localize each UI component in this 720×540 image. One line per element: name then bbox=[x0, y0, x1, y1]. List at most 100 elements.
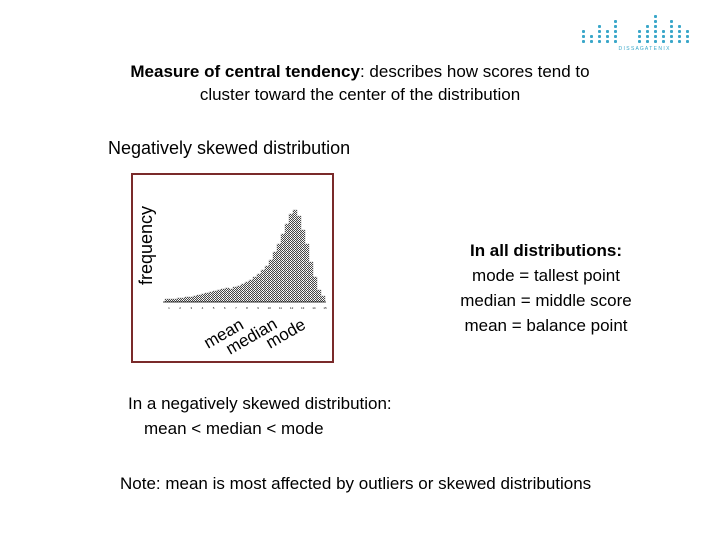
logo-dot bbox=[614, 35, 617, 38]
histogram-bar bbox=[196, 294, 202, 303]
logo-dot bbox=[654, 25, 657, 28]
title-rest: : describes how scores tend to bbox=[359, 62, 590, 81]
logo-dot bbox=[654, 35, 657, 38]
tick-label: 9 bbox=[257, 306, 259, 310]
histogram-bar bbox=[272, 251, 278, 303]
histogram-bar bbox=[304, 243, 310, 303]
logo-dot bbox=[598, 30, 601, 33]
histogram-bar bbox=[296, 215, 302, 303]
histogram-bar bbox=[220, 288, 226, 303]
histogram-bar bbox=[264, 265, 270, 303]
logo-dot bbox=[646, 30, 649, 33]
logo-dot bbox=[582, 30, 585, 33]
tick-label: 2 bbox=[179, 306, 181, 310]
tick-label: 5 bbox=[213, 306, 215, 310]
logo-dot bbox=[670, 35, 673, 38]
histogram-bar bbox=[300, 229, 306, 303]
histogram-bar bbox=[252, 276, 258, 303]
logo-dot bbox=[678, 40, 681, 43]
histogram-bar bbox=[284, 223, 290, 303]
tick-label: 10 bbox=[268, 306, 272, 310]
logo-dot bbox=[638, 30, 641, 33]
logo-dot bbox=[638, 40, 641, 43]
logo-dot bbox=[590, 35, 593, 38]
tick-label: 12 bbox=[290, 306, 294, 310]
logo-dot bbox=[606, 30, 609, 33]
histogram-bar bbox=[276, 243, 282, 303]
mode-definition: mode = tallest point bbox=[472, 266, 620, 285]
logo-dot bbox=[598, 25, 601, 28]
logo-dot bbox=[646, 25, 649, 28]
median-definition: median = middle score bbox=[460, 291, 632, 310]
tick-label: 6 bbox=[224, 306, 226, 310]
logo-dot bbox=[646, 40, 649, 43]
title-line2: cluster toward the center of the distrib… bbox=[199, 85, 521, 104]
logo-dot bbox=[582, 35, 585, 38]
logo-dot bbox=[678, 30, 681, 33]
all-distributions-box: In all distributions: mode = tallest poi… bbox=[430, 238, 662, 338]
histogram-bar bbox=[164, 298, 170, 303]
histogram-bar bbox=[240, 283, 246, 303]
note-text: Note: mean is most affected by outliers … bbox=[120, 474, 592, 493]
slide-title: Measure of central tendency: describes h… bbox=[60, 60, 660, 106]
tick-label: 8 bbox=[246, 306, 248, 310]
tick-label: 13 bbox=[301, 306, 305, 310]
histogram-bar bbox=[176, 297, 182, 303]
distribution-subtitle: Negatively skewed distribution bbox=[108, 138, 351, 158]
histogram-bar bbox=[260, 269, 266, 303]
histogram-bar bbox=[288, 213, 294, 303]
logo-dot bbox=[614, 30, 617, 33]
title-bold: Measure of central tendency bbox=[130, 62, 360, 81]
logo-dot bbox=[614, 40, 617, 43]
logo-text: D I S S A G A T E N I X bbox=[619, 46, 671, 52]
histogram-bar bbox=[212, 290, 218, 303]
histogram-bar bbox=[192, 295, 198, 303]
logo-dot bbox=[614, 25, 617, 28]
logo-dot bbox=[670, 40, 673, 43]
all-distributions-heading: In all distributions: bbox=[469, 241, 623, 260]
histogram-bar bbox=[232, 286, 238, 303]
logo-dot bbox=[646, 35, 649, 38]
histogram-svg: 1 2 3 4 5 6 7 8 9 10 11 12 13 14 15 frequency mean med… bbox=[136, 206, 327, 359]
histogram-bar bbox=[236, 285, 242, 303]
logo-dot bbox=[582, 40, 585, 43]
histogram-bar bbox=[168, 298, 174, 303]
logo-dot bbox=[606, 40, 609, 43]
tick-label: 14 bbox=[312, 306, 316, 310]
logo-dot bbox=[654, 20, 657, 23]
histogram-bar bbox=[292, 209, 298, 303]
tick-label: 4 bbox=[202, 306, 204, 310]
logo-dot bbox=[654, 40, 657, 43]
histogram-bar bbox=[268, 259, 274, 303]
histogram-bar bbox=[256, 273, 262, 303]
logo-dot bbox=[670, 30, 673, 33]
histogram-bar bbox=[200, 293, 206, 303]
logo-dot bbox=[670, 20, 673, 23]
logo-dot bbox=[686, 35, 689, 38]
logo-dot bbox=[662, 35, 665, 38]
histogram-bar bbox=[188, 296, 194, 303]
histogram-bar bbox=[244, 281, 250, 303]
logo-dot bbox=[606, 35, 609, 38]
histogram-bar bbox=[180, 297, 186, 303]
logo-dot bbox=[654, 30, 657, 33]
tick-label: 1 bbox=[168, 306, 170, 310]
logo-dot bbox=[638, 35, 641, 38]
skewed-distribution-figure: 1 2 3 4 5 6 7 8 9 10 11 12 13 14 15 frequency mean med… bbox=[131, 173, 334, 363]
y-axis-label: frequency bbox=[136, 206, 156, 285]
negative-skew-order: mean < median < mode bbox=[144, 419, 324, 438]
logo-dot bbox=[654, 15, 657, 18]
logo-dot bbox=[598, 40, 601, 43]
tick-label: 11 bbox=[279, 306, 282, 310]
logo-dot bbox=[614, 20, 617, 23]
logo-dot bbox=[662, 40, 665, 43]
logo-dot bbox=[670, 25, 673, 28]
histogram-bar bbox=[308, 261, 314, 303]
tick-label: 3 bbox=[190, 306, 192, 310]
logo-dot bbox=[678, 25, 681, 28]
logo-dot bbox=[678, 35, 681, 38]
histogram-bar bbox=[228, 288, 234, 303]
logo-dot bbox=[598, 35, 601, 38]
tick-label: 7 bbox=[235, 306, 237, 310]
histogram-bar bbox=[208, 291, 214, 303]
